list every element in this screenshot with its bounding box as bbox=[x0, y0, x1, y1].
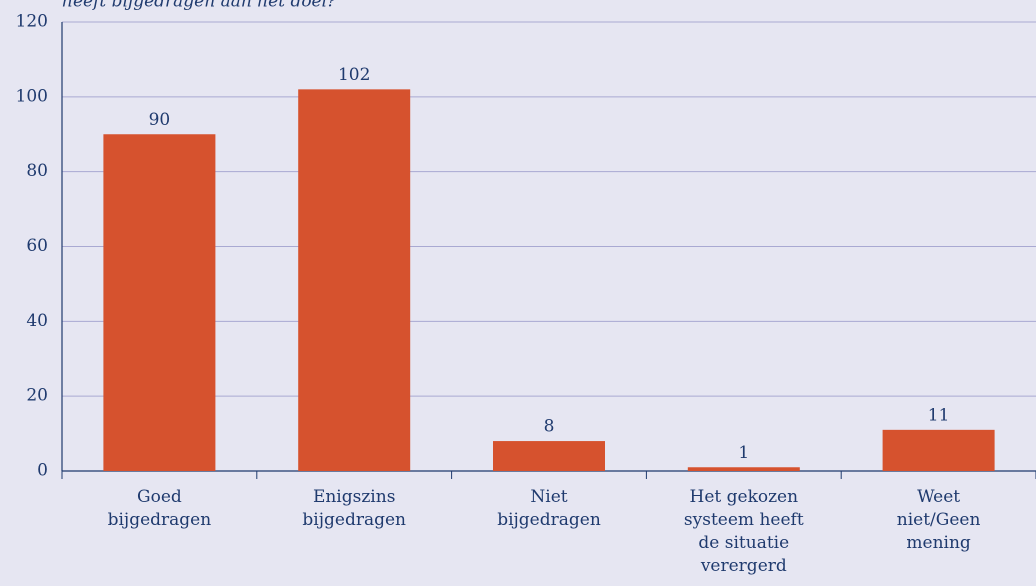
value-label: 90 bbox=[149, 110, 171, 130]
y-tick-label: 100 bbox=[16, 86, 48, 106]
value-label: 11 bbox=[928, 405, 950, 425]
y-tick-label: 60 bbox=[26, 236, 48, 256]
value-label: 8 bbox=[544, 417, 555, 437]
bar bbox=[687, 467, 800, 471]
bar bbox=[103, 134, 216, 471]
x-tick-label: Weet niet/Geen mening bbox=[897, 487, 981, 553]
x-tick-label: Niet bijgedragen bbox=[497, 487, 601, 530]
x-tick-label: Goed bijgedragen bbox=[108, 487, 212, 530]
chart-title: heeft bijgedragen aan het doel? bbox=[62, 0, 337, 12]
x-tick-label: Het gekozen systeem heeft de situatie verer… bbox=[684, 487, 804, 576]
value-label: 1 bbox=[738, 443, 749, 463]
bar bbox=[493, 441, 605, 471]
x-tick-label: Enigszins bijgedragen bbox=[302, 487, 406, 530]
bar bbox=[298, 89, 411, 471]
bar bbox=[882, 429, 995, 471]
y-tick-label: 0 bbox=[37, 461, 48, 481]
y-tick-label: 120 bbox=[16, 12, 48, 32]
value-label: 102 bbox=[338, 65, 370, 85]
y-tick-label: 40 bbox=[26, 311, 48, 331]
y-tick-label: 20 bbox=[26, 386, 48, 406]
y-tick-label: 80 bbox=[26, 161, 48, 181]
